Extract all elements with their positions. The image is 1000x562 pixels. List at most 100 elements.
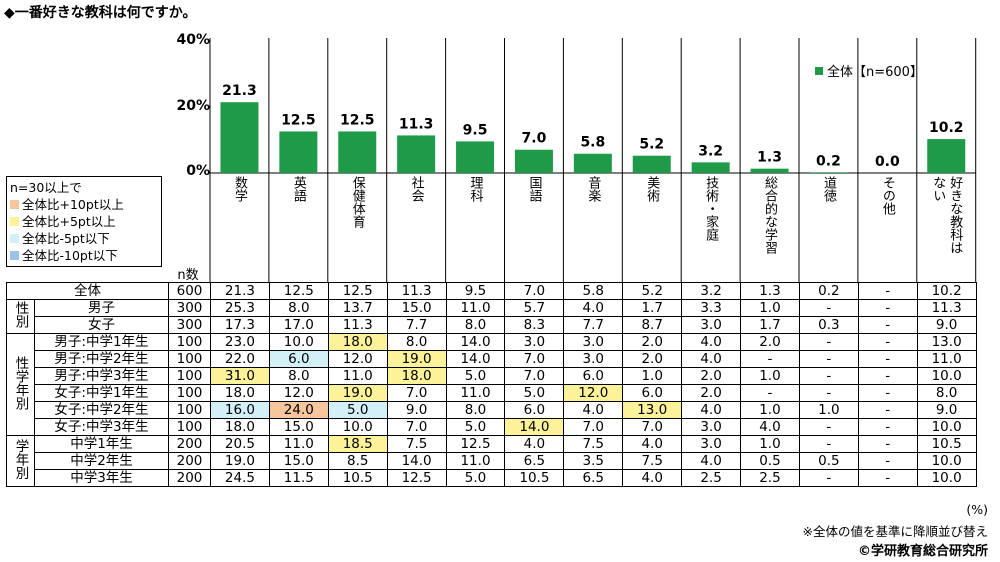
bar-value-label: 7.0 [522, 131, 547, 147]
value-cell: 1.0 [740, 401, 800, 419]
value-cell: 15.0 [268, 418, 329, 436]
value-cell: 8.0 [268, 299, 329, 317]
value-cell: 6.0 [268, 350, 329, 368]
value-cell: 11.0 [445, 452, 506, 470]
category-label: 好きな教科は ない [917, 176, 976, 254]
value-cell: 14.0 [445, 333, 506, 351]
value-cell: 10.5 [327, 469, 388, 487]
value-cell: 8.0 [916, 384, 977, 402]
value-cell: 3.0 [681, 316, 742, 334]
value-cell: 11.5 [268, 469, 329, 487]
bar [809, 172, 848, 173]
value-cell: 12.0 [268, 384, 329, 402]
value-cell: - [857, 469, 918, 487]
category-label: 理科 [446, 176, 505, 202]
bar-value-label: 12.5 [340, 112, 375, 128]
bar-value-label: 0.0 [875, 154, 900, 170]
n-column-label: n数 [177, 268, 199, 283]
value-cell: 6.5 [504, 452, 565, 470]
row-label: 女子 [34, 316, 169, 334]
value-cell: 10.5 [916, 435, 977, 453]
value-cell: 14.0 [386, 452, 447, 470]
value-cell: 9.5 [445, 282, 506, 300]
row-label: 中学2年生 [34, 452, 169, 470]
value-cell: 12.5 [445, 435, 506, 453]
value-cell: 8.0 [445, 316, 506, 334]
value-cell: 8.3 [504, 316, 565, 334]
value-cell: 4.0 [681, 350, 742, 368]
value-cell: 5.0 [504, 384, 565, 402]
value-cell: 3.0 [681, 435, 742, 453]
value-cell: - [798, 418, 859, 436]
category-label: 社会 [387, 176, 446, 202]
value-cell: 10.0 [916, 452, 977, 470]
n-cell: 100 [168, 350, 211, 368]
value-cell: 20.5 [210, 435, 270, 453]
value-cell: 10.0 [916, 418, 977, 436]
category-label-text: 道徳 [820, 176, 836, 202]
category-label: 数学 [210, 176, 269, 202]
n-cell: 100 [168, 418, 211, 436]
group-label-text: 性別 [12, 301, 29, 328]
bar [397, 135, 436, 173]
highlight-legend-label: 全体比-10pt以下 [22, 248, 118, 263]
table-row: 男子:中学2年生 100 22.0 6.0 12.0 19.0 14.0 7.0 3.0 2.0 4… [7, 350, 977, 368]
value-cell: - [857, 367, 918, 385]
value-cell: 12.0 [327, 350, 388, 368]
value-cell: 7.5 [386, 435, 447, 453]
value-cell: 1.0 [798, 401, 859, 419]
value-cell: 4.0 [681, 452, 742, 470]
highlight-swatch [10, 251, 19, 260]
value-cell: 8.7 [622, 316, 683, 334]
bar-value-label: 12.5 [281, 112, 316, 128]
n-cell: 300 [168, 316, 211, 334]
highlight-legend-label: 全体比+5pt以上 [22, 214, 116, 229]
value-cell: - [857, 435, 918, 453]
value-cell: 11.0 [916, 350, 977, 368]
value-cell: 7.5 [563, 435, 624, 453]
bar-value-label: 9.5 [463, 122, 488, 138]
n-cell: 100 [168, 401, 211, 419]
n-cell: 200 [168, 469, 211, 487]
category-label-text: 英語 [290, 176, 306, 202]
value-cell: 5.2 [622, 282, 683, 300]
value-cell: 8.0 [386, 333, 447, 351]
value-cell: 19.0 [327, 384, 388, 402]
value-cell: - [798, 435, 859, 453]
value-cell: 1.0 [740, 299, 800, 317]
value-cell: 19.0 [210, 452, 270, 470]
value-cell: 3.0 [563, 333, 624, 351]
value-cell: 10.2 [916, 282, 977, 300]
value-cell: 1.7 [740, 316, 800, 334]
value-cell: 5.0 [445, 418, 506, 436]
value-cell: - [857, 384, 918, 402]
value-cell: - [798, 367, 859, 385]
value-cell: - [798, 333, 859, 351]
value-cell: 25.3 [210, 299, 270, 317]
value-cell: 1.0 [740, 367, 800, 385]
value-cell: 12.5 [386, 469, 447, 487]
group-label: 性別 [6, 299, 35, 334]
bar-value-label: 5.2 [639, 137, 664, 153]
value-cell: 24.5 [210, 469, 270, 487]
category-label-text: 美術 [644, 176, 660, 202]
value-cell: - [798, 350, 859, 368]
sort-note: ※全体の値を基準に降順並び替え [802, 524, 988, 539]
value-cell: - [798, 384, 859, 402]
bar-value-label: 10.2 [929, 120, 964, 136]
value-cell: 21.3 [210, 282, 270, 300]
value-cell: 10.0 [916, 367, 977, 385]
category-label: 国語 [505, 176, 564, 202]
n-cell: 200 [168, 435, 211, 453]
bar [279, 131, 318, 173]
table-row: 女子:中学1年生 100 18.0 12.0 19.0 7.0 11.0 5.0 12.0 6.0… [7, 384, 977, 402]
value-cell: 0.5 [798, 452, 859, 470]
value-cell: 3.5 [563, 452, 624, 470]
category-label: 保健体育 [328, 176, 387, 228]
value-cell: 0.5 [740, 452, 800, 470]
category-label: 美術 [622, 176, 681, 202]
value-cell: 23.0 [210, 333, 270, 351]
value-cell: 7.0 [386, 384, 447, 402]
bar [338, 131, 377, 173]
page-title: ◆一番好きな教科は何ですか。 [4, 5, 197, 21]
